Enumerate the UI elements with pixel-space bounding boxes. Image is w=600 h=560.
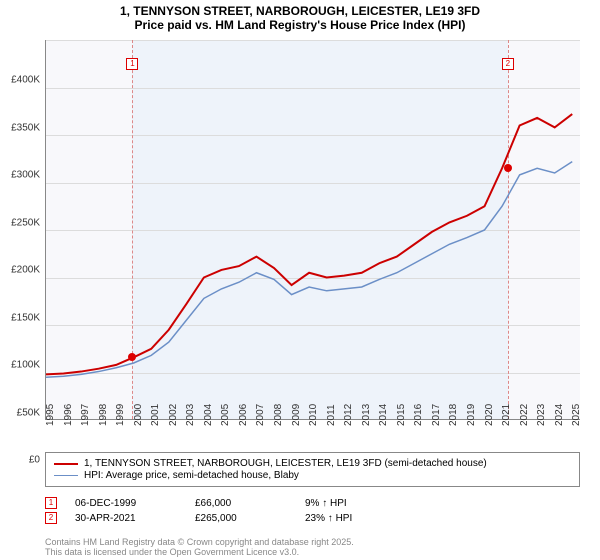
copyright: Contains HM Land Registry data © Crown c… <box>45 537 354 557</box>
title-line1: 1, TENNYSON STREET, NARBOROUGH, LEICESTE… <box>0 4 600 18</box>
x-axis-label: 2006 <box>238 404 249 426</box>
x-axis-label: 2010 <box>308 404 319 426</box>
y-axis-label: £350K <box>11 122 40 133</box>
marker-box: 2 <box>502 58 514 70</box>
copyright-line2: This data is licensed under the Open Gov… <box>45 547 354 557</box>
events-table: 1 06-DEC-1999£66,0009% ↑ HPI 2 30-APR-2021£… <box>45 494 352 527</box>
legend-swatch <box>54 475 78 477</box>
x-axis-label: 1995 <box>45 404 56 426</box>
y-axis-label: £100K <box>11 360 40 371</box>
x-axis-label: 2018 <box>448 404 459 426</box>
event-date: 30-APR-2021 <box>75 513 195 524</box>
event-delta: 9% ↑ HPI <box>305 498 347 509</box>
event-marker: 2 <box>45 512 57 524</box>
y-axis-label: £200K <box>11 265 40 276</box>
x-axis-label: 2020 <box>484 404 495 426</box>
legend-label: HPI: Average price, semi-detached house,… <box>84 470 299 481</box>
event-delta: 23% ↑ HPI <box>305 513 352 524</box>
x-axis-label: 2019 <box>466 404 477 426</box>
legend-item: 1, TENNYSON STREET, NARBOROUGH, LEICESTE… <box>54 458 571 469</box>
event-price: £66,000 <box>195 498 305 509</box>
x-axis-label: 1997 <box>80 404 91 426</box>
y-axis-label: £50K <box>17 407 40 418</box>
y-axis-label: £400K <box>11 75 40 86</box>
x-axis-label: 2000 <box>133 404 144 426</box>
x-axis-label: 2001 <box>150 404 161 426</box>
plot-background: 12 <box>45 40 580 420</box>
legend-label: 1, TENNYSON STREET, NARBOROUGH, LEICESTE… <box>84 458 487 469</box>
event-marker: 1 <box>45 497 57 509</box>
copyright-line1: Contains HM Land Registry data © Crown c… <box>45 537 354 547</box>
x-axis-label: 1999 <box>115 404 126 426</box>
x-axis-label: 2024 <box>554 404 565 426</box>
x-axis-label: 2013 <box>361 404 372 426</box>
chart-title: 1, TENNYSON STREET, NARBOROUGH, LEICESTE… <box>0 0 600 32</box>
marker-dot <box>128 353 136 361</box>
x-axis-label: 2012 <box>343 404 354 426</box>
x-axis-label: 2021 <box>501 404 512 426</box>
chart-area: 12 £0£50K£100K£150K£200K£250K£300K£350K£… <box>45 40 580 420</box>
event-price: £265,000 <box>195 513 305 524</box>
y-axis-label: £250K <box>11 217 40 228</box>
series-line-hpi <box>46 162 572 378</box>
legend-item: HPI: Average price, semi-detached house,… <box>54 470 571 481</box>
event-date: 06-DEC-1999 <box>75 498 195 509</box>
x-axis-label: 2003 <box>185 404 196 426</box>
event-row: 1 06-DEC-1999£66,0009% ↑ HPI <box>45 497 352 509</box>
x-axis-label: 2009 <box>291 404 302 426</box>
title-line2: Price paid vs. HM Land Registry's House … <box>0 18 600 32</box>
x-axis-label: 2002 <box>168 404 179 426</box>
x-axis-label: 2022 <box>519 404 530 426</box>
y-axis-label: £0 <box>29 455 40 466</box>
marker-box: 1 <box>126 58 138 70</box>
event-row: 2 30-APR-2021£265,00023% ↑ HPI <box>45 512 352 524</box>
line-chart-svg <box>46 40 581 420</box>
x-axis-label: 1996 <box>63 404 74 426</box>
marker-dot <box>504 164 512 172</box>
x-axis-label: 2016 <box>413 404 424 426</box>
x-axis-label: 2015 <box>396 404 407 426</box>
x-axis-label: 2017 <box>431 404 442 426</box>
x-axis-label: 1998 <box>98 404 109 426</box>
x-axis-label: 2011 <box>326 404 337 426</box>
x-axis-label: 2008 <box>273 404 284 426</box>
legend: 1, TENNYSON STREET, NARBOROUGH, LEICESTE… <box>45 452 580 487</box>
x-axis-label: 2005 <box>220 404 231 426</box>
x-axis-label: 2014 <box>378 404 389 426</box>
y-axis-label: £300K <box>11 170 40 181</box>
x-axis-label: 2023 <box>536 404 547 426</box>
series-line-price_paid <box>46 114 572 374</box>
legend-swatch <box>54 463 78 465</box>
x-axis-label: 2007 <box>255 404 266 426</box>
x-axis-label: 2004 <box>203 404 214 426</box>
y-axis-label: £150K <box>11 312 40 323</box>
x-axis-label: 2025 <box>571 404 582 426</box>
